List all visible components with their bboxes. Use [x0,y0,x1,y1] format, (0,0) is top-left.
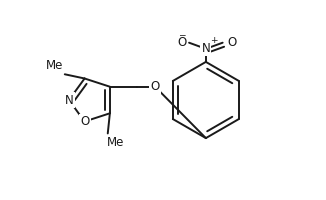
Text: O: O [151,80,160,93]
Text: −: − [178,30,185,39]
Text: O: O [80,115,89,128]
Text: O: O [227,36,236,49]
Text: +: + [210,36,218,45]
Text: O: O [177,36,186,49]
Text: N: N [65,94,73,106]
Text: Me: Me [46,59,64,72]
Text: N: N [201,42,210,55]
Text: Me: Me [107,136,124,149]
